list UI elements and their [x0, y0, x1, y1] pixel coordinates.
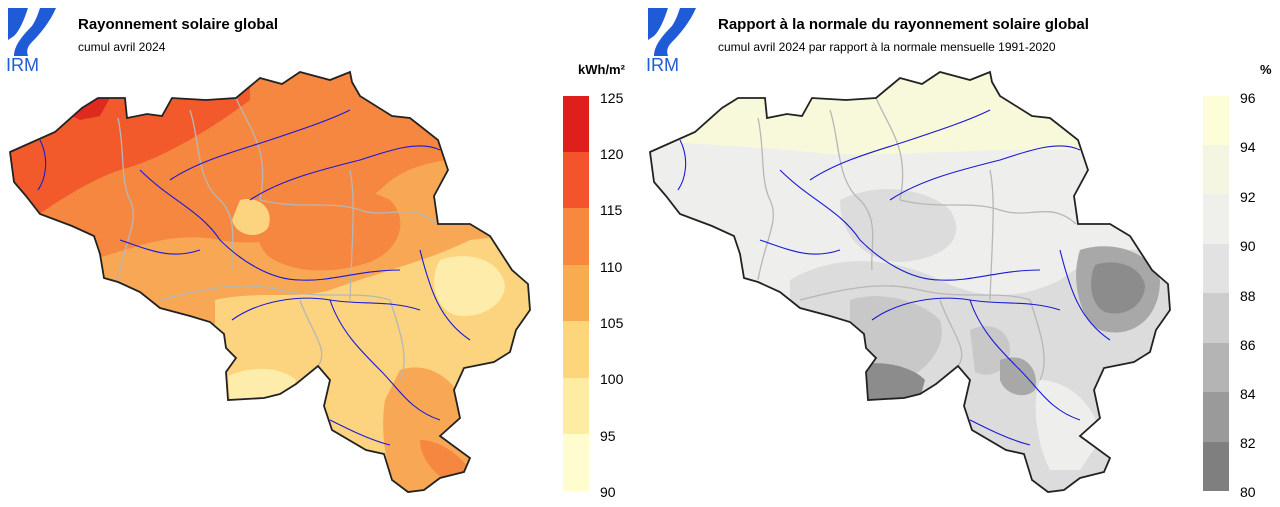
irm-logo-text: IRM	[6, 55, 39, 72]
legend-tick: 115	[600, 202, 623, 218]
legend-tick: 100	[600, 371, 624, 387]
river-network	[37, 109, 471, 446]
legend-swatch	[563, 321, 589, 378]
legend-tick: 80	[1240, 484, 1256, 500]
legend-tick: 84	[1240, 386, 1256, 402]
map-title: Rapport à la normale du rayonnement sola…	[718, 16, 1089, 33]
province-borders	[117, 97, 437, 381]
legend-colorbar	[563, 96, 589, 491]
legend-tick: 105	[600, 315, 624, 331]
legend-tick: 86	[1240, 337, 1256, 353]
legend-tick: 96	[1240, 90, 1256, 106]
map-subtitle: cumul avril 2024	[78, 40, 166, 54]
legend-tick: 95	[600, 428, 616, 444]
belgium-radiation-map	[9, 71, 531, 493]
legend-tick: 110	[600, 259, 623, 275]
legend-swatch	[563, 378, 589, 434]
province-borders	[757, 97, 1077, 381]
irm-logo: IRM	[6, 8, 56, 72]
legend-tick: 120	[600, 146, 624, 162]
legend-swatch	[563, 434, 589, 491]
irm-logo: IRM	[646, 8, 696, 72]
legend-tick: 90	[600, 484, 616, 500]
legend-swatch	[1203, 145, 1229, 194]
legend-swatch	[1203, 442, 1229, 491]
legend-swatch	[1203, 343, 1229, 392]
legend-tick: 125	[600, 90, 624, 106]
legend-unit: kWh/m²	[578, 62, 625, 77]
legend-swatch	[1203, 194, 1229, 244]
legend-swatch	[1203, 392, 1229, 442]
map-title: Rayonnement solaire global	[78, 16, 279, 33]
belgium-ratio-map	[649, 71, 1171, 493]
legend-swatch	[563, 208, 589, 265]
legend-tick: 90	[1240, 238, 1256, 254]
radiation-ratio-map-panel: IRM Rapport à la normale du rayonnement …	[640, 0, 1280, 507]
legend-tick: 92	[1240, 189, 1256, 205]
legend-swatch	[563, 96, 589, 152]
legend-tick: 94	[1240, 139, 1256, 155]
legend-swatch	[1203, 244, 1229, 293]
legend-swatch	[1203, 293, 1229, 343]
legend-swatch	[1203, 96, 1229, 145]
solar-radiation-map-panel: IRM Rayonnement solaire global cumul avr…	[6, 8, 625, 500]
legend-swatch	[563, 152, 589, 208]
map-subtitle: cumul avril 2024 par rapport à la normal…	[718, 40, 1056, 54]
irm-logo-text: IRM	[646, 55, 679, 72]
legend-colorbar	[1203, 96, 1229, 491]
legend-swatch	[563, 265, 589, 321]
river-network	[677, 109, 1111, 446]
legend-tick: 82	[1240, 435, 1256, 451]
legend-tick: 88	[1240, 288, 1256, 304]
legend-unit: %	[1260, 62, 1272, 77]
